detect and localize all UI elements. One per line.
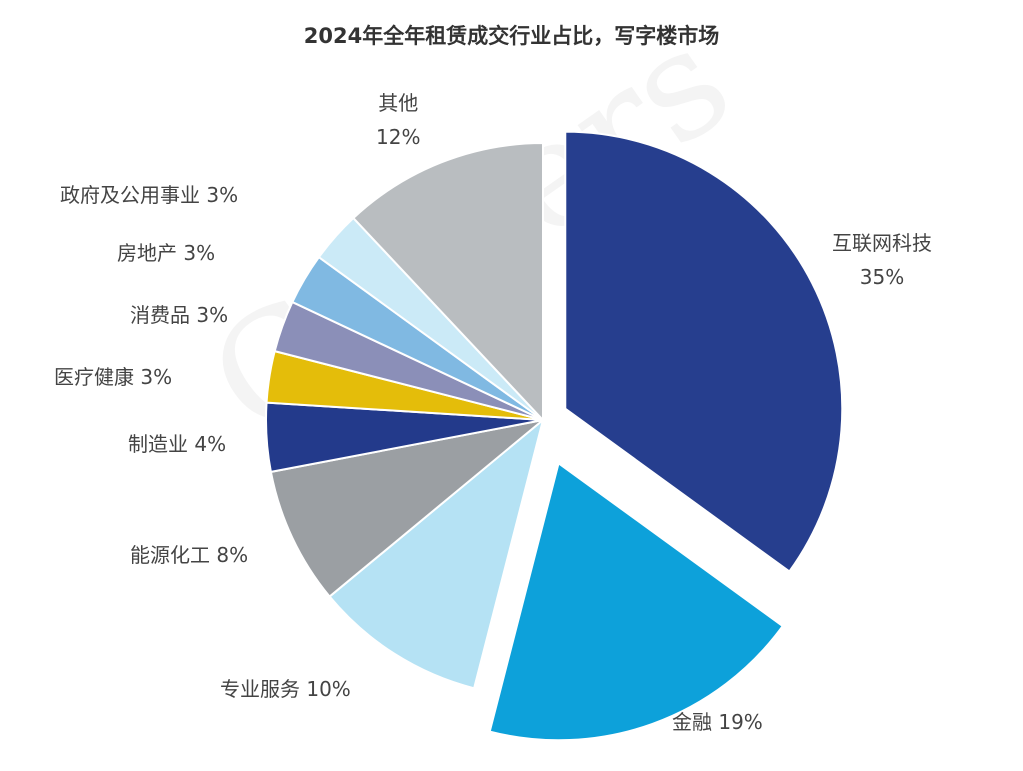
slice-label-value: 4% — [194, 432, 227, 456]
slice-label: 房地产 3% — [117, 236, 215, 270]
slice-label-name: 消费品 — [130, 303, 190, 327]
pie-slice-2 — [488, 461, 785, 742]
slice-label: 互联网科技 35% — [832, 226, 932, 294]
slice-label: 金融 19% — [672, 705, 763, 739]
slice-label: 政府及公用事业 3% — [60, 178, 238, 212]
chart-title: 2024年全年租赁成交行业占比，写字楼市场 — [303, 24, 720, 48]
slice-label: 制造业 4% — [128, 427, 226, 461]
slice-label-name: 专业服务 — [220, 677, 300, 701]
slice-label-value: 35% — [859, 265, 905, 289]
slice-label: 消费品 3% — [130, 298, 228, 332]
slice-label-name: 政府及公用事业 — [60, 183, 200, 207]
slice-label-value: 3% — [183, 241, 216, 265]
pie-slice-3 — [328, 417, 545, 690]
slice-label-name: 互联网科技 — [832, 231, 932, 255]
slice-label-value: 3% — [140, 365, 173, 389]
slice-label-value: 19% — [718, 710, 763, 734]
slice-label-value: 3% — [206, 183, 239, 207]
pie-slice-10 — [351, 141, 544, 423]
slice-label: 能源化工 8% — [130, 538, 248, 572]
slice-label: 医疗健康 3% — [54, 360, 172, 394]
slice-label: 专业服务 10% — [220, 672, 351, 706]
slice-label-name: 其他 — [378, 91, 419, 115]
slice-label-name: 制造业 — [128, 432, 188, 456]
pie-slice-4 — [269, 419, 544, 598]
slice-label-name: 金融 — [672, 710, 712, 734]
slice-label-value: 8% — [216, 543, 249, 567]
slice-label: 其他 12% — [376, 86, 420, 154]
slice-label-name: 医疗健康 — [54, 365, 134, 389]
slice-label-value: 10% — [306, 677, 351, 701]
pie-slice-1 — [564, 130, 844, 573]
slice-label-value: 12% — [376, 125, 421, 149]
slice-label-name: 房地产 — [117, 241, 177, 265]
slice-label-value: 3% — [196, 303, 229, 327]
slice-label-name: 能源化工 — [130, 543, 210, 567]
